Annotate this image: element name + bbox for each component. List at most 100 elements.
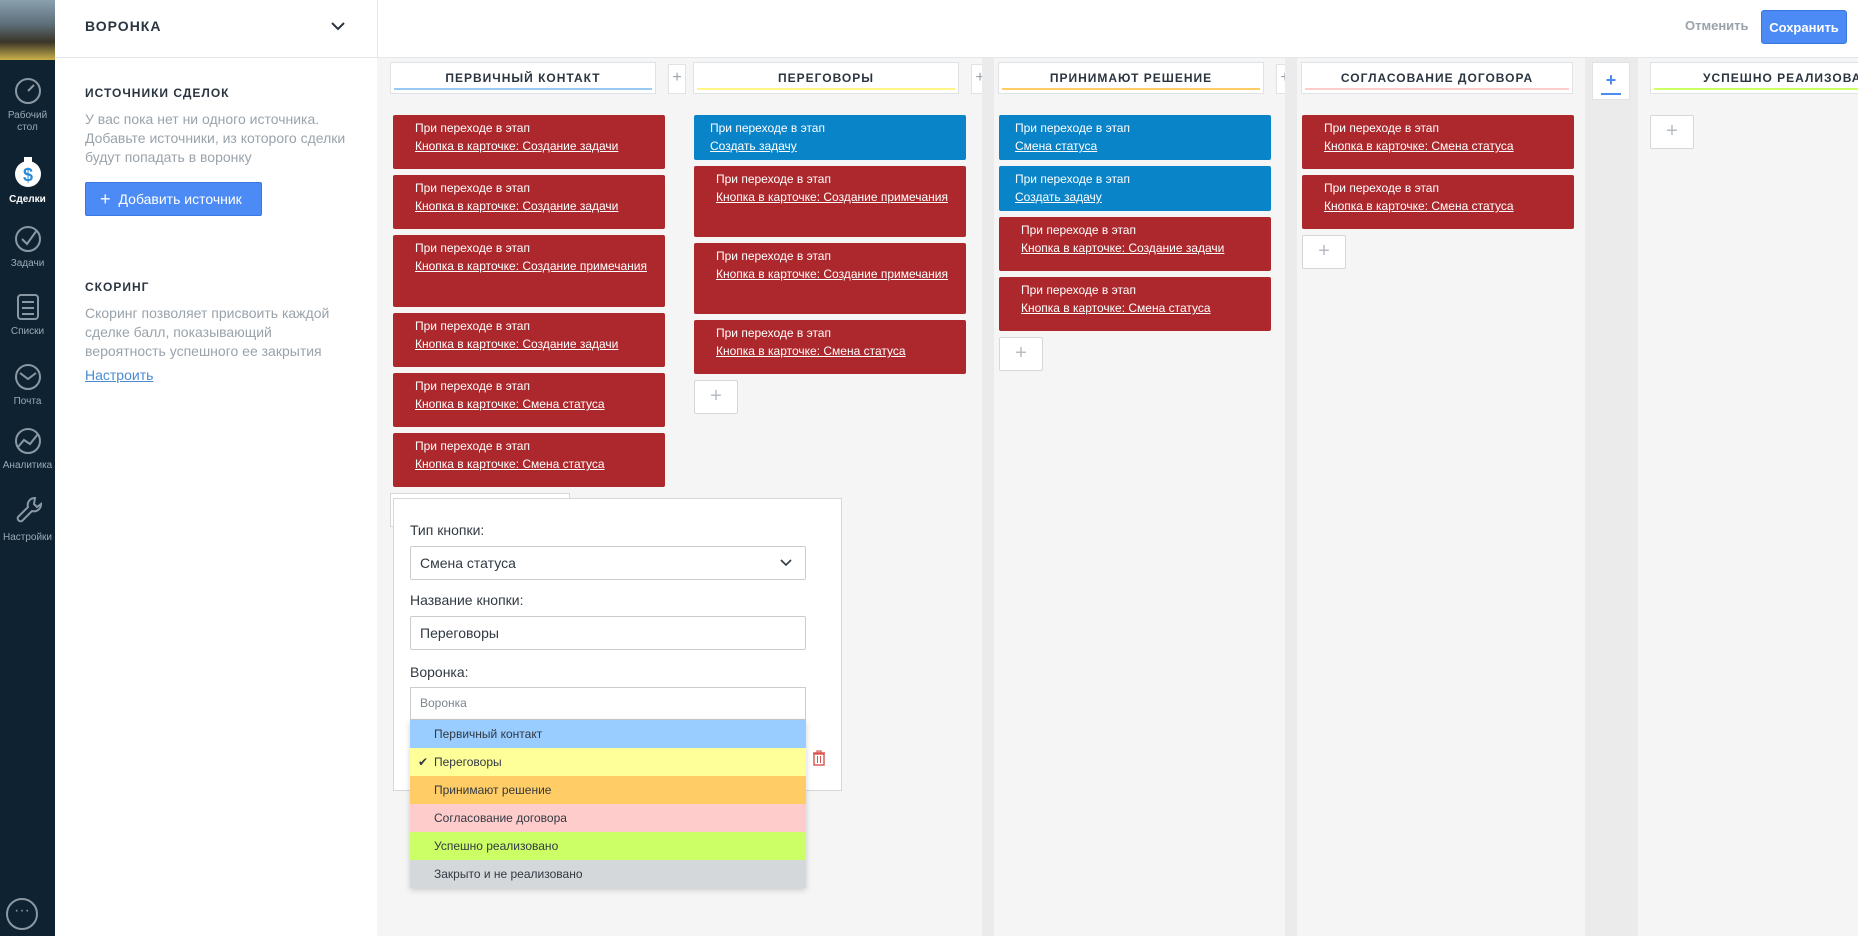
sources-title: ИСТОЧНИКИ СДЕЛОК bbox=[85, 86, 230, 100]
nav-label: Рабочий bbox=[7, 110, 48, 121]
card-link[interactable]: Создать задачу bbox=[1015, 190, 1102, 204]
automation-card[interactable]: При переходе в этап Кнопка в карточке: С… bbox=[1302, 175, 1574, 229]
automation-card[interactable]: При переходе в этап Кнопка в карточке: С… bbox=[1302, 115, 1574, 169]
scoring-setup-link[interactable]: Настроить bbox=[85, 367, 154, 383]
dropdown-option[interactable]: Принимают решение bbox=[410, 776, 806, 804]
card-title: При переходе в этап bbox=[1015, 172, 1130, 186]
dropdown-option-selected[interactable]: ✔ Переговоры bbox=[410, 748, 806, 776]
nav-label: Сделки bbox=[9, 194, 46, 205]
card-link[interactable]: Смена статуса bbox=[1015, 139, 1098, 153]
add-source-button[interactable]: + Добавить источник bbox=[85, 182, 262, 216]
dropdown-option[interactable]: Первичный контакт bbox=[410, 720, 806, 748]
card-title: При переходе в этап bbox=[1324, 121, 1439, 135]
button-name-value: Переговоры bbox=[420, 625, 499, 641]
automation-card[interactable]: При переходе в этап Кнопка в карточке: С… bbox=[393, 373, 665, 427]
automation-card[interactable]: При переходе в этап Кнопка в карточке: С… bbox=[393, 235, 665, 307]
automation-card[interactable]: При переходе в этап Смена статуса bbox=[999, 115, 1271, 160]
chat-icon[interactable]: ··· bbox=[6, 898, 38, 930]
divider bbox=[377, 0, 378, 58]
trash-icon[interactable] bbox=[812, 750, 826, 766]
button-type-value: Смена статуса bbox=[420, 555, 516, 571]
automation-card[interactable]: При переходе в этап Создать задачу bbox=[694, 115, 966, 160]
stage-header-negotiations[interactable]: ПЕРЕГОВОРЫ bbox=[693, 62, 959, 94]
stage-color-line bbox=[1305, 88, 1569, 90]
card-title: При переходе в этап bbox=[710, 121, 825, 135]
stage-header-primary-contact[interactable]: ПЕРВИЧНЫЙ КОНТАКТ bbox=[390, 62, 656, 94]
chevron-down-icon[interactable] bbox=[330, 16, 346, 36]
card-link[interactable]: Кнопка в карточке: Смена статуса bbox=[716, 344, 906, 358]
button-name-label: Название кнопки: bbox=[410, 592, 524, 608]
automation-card[interactable]: При переходе в этап Кнопка в карточке: С… bbox=[694, 320, 966, 374]
card-link[interactable]: Кнопка в карточке: Смена статуса bbox=[1021, 301, 1211, 315]
cancel-button[interactable]: Отменить bbox=[1685, 18, 1749, 33]
card-title: При переходе в этап bbox=[1021, 283, 1136, 297]
nav-label: Аналитика bbox=[2, 460, 53, 471]
nav-item-lists[interactable]: Списки bbox=[0, 292, 55, 338]
stage-title: ПРИНИМАЮТ РЕШЕНИЕ bbox=[1049, 71, 1213, 85]
nav-item-analytics[interactable]: Аналитика bbox=[0, 426, 55, 472]
card-link[interactable]: Кнопка в карточке: Создание задачи bbox=[415, 337, 619, 351]
pipeline-settings-panel: ИСТОЧНИКИ СДЕЛОК У вас пока нет ни одног… bbox=[55, 58, 377, 936]
dropdown-option[interactable]: Согласование договора bbox=[410, 804, 806, 832]
automation-card[interactable]: При переходе в этап Кнопка в карточке: С… bbox=[393, 313, 665, 367]
nav-label: Задачи bbox=[10, 258, 45, 269]
button-name-input[interactable]: Переговоры bbox=[410, 616, 806, 650]
card-link[interactable]: Кнопка в карточке: Смена статуса bbox=[1324, 199, 1514, 213]
add-stage-button[interactable]: + bbox=[668, 64, 686, 94]
nav-item-dashboard[interactable]: Рабочий стол bbox=[0, 76, 55, 134]
nav-item-settings[interactable]: Настройки bbox=[0, 494, 55, 544]
pipeline-board: ПЕРВИЧНЫЙ КОНТАКТ + При переходе в этап … bbox=[377, 58, 1858, 936]
pipeline-name[interactable]: ВОРОНКА bbox=[85, 18, 162, 34]
button-type-select[interactable]: Смена статуса bbox=[410, 546, 806, 580]
option-label: Закрыто и не реализовано bbox=[434, 867, 583, 881]
option-label: Согласование договора bbox=[434, 811, 567, 825]
automation-card[interactable]: При переходе в этап Кнопка в карточке: С… bbox=[999, 277, 1271, 331]
card-link[interactable]: Кнопка в карточке: Создание задачи bbox=[1021, 241, 1225, 255]
add-automation-button[interactable]: + bbox=[1650, 115, 1694, 149]
stage-color-line bbox=[1654, 88, 1858, 90]
card-link[interactable]: Кнопка в карточке: Смена статуса bbox=[415, 397, 605, 411]
stage-header-contract[interactable]: СОГЛАСОВАНИЕ ДОГОВОРА bbox=[1301, 62, 1573, 94]
automation-card[interactable]: При переходе в этап Кнопка в карточке: С… bbox=[694, 166, 966, 237]
card-link[interactable]: Кнопка в карточке: Создание примечания bbox=[415, 259, 647, 273]
automation-card[interactable]: При переходе в этап Создать задачу bbox=[999, 166, 1271, 211]
automation-card[interactable]: При переходе в этап Кнопка в карточке: С… bbox=[999, 217, 1271, 271]
save-button[interactable]: Сохранить bbox=[1761, 10, 1847, 44]
card-link[interactable]: Кнопка в карточке: Смена статуса bbox=[415, 457, 605, 471]
speedometer-icon bbox=[14, 78, 41, 104]
card-link[interactable]: Кнопка в карточке: Создание примечания bbox=[716, 190, 948, 204]
chevron-down-icon bbox=[780, 559, 792, 567]
add-automation-button[interactable]: + bbox=[694, 380, 738, 414]
analytics-icon bbox=[14, 428, 41, 454]
dropdown-option[interactable]: Успешно реализовано bbox=[410, 832, 806, 860]
nav-item-deals[interactable]: $ Сделки bbox=[0, 156, 55, 206]
card-link[interactable]: Создать задачу bbox=[710, 139, 797, 153]
active-line bbox=[1601, 93, 1621, 95]
add-automation-button[interactable]: + bbox=[999, 337, 1043, 371]
option-label: Переговоры bbox=[434, 755, 502, 769]
dropdown-option[interactable]: Закрыто и не реализовано bbox=[410, 860, 806, 888]
add-automation-button[interactable]: + bbox=[1302, 235, 1346, 269]
automation-card[interactable]: При переходе в этап Кнопка в карточке: С… bbox=[393, 175, 665, 229]
stage-header-decision[interactable]: ПРИНИМАЮТ РЕШЕНИЕ bbox=[998, 62, 1264, 94]
top-bar: ВОРОНКА Отменить Сохранить bbox=[55, 0, 1858, 58]
column-gap bbox=[1285, 58, 1297, 936]
card-link[interactable]: Кнопка в карточке: Создание задачи bbox=[415, 139, 619, 153]
add-stage-button[interactable]: + bbox=[1592, 62, 1630, 100]
automation-card[interactable]: При переходе в этап Кнопка в карточке: С… bbox=[393, 115, 665, 169]
pipeline-search-input[interactable]: Воронка bbox=[410, 687, 806, 720]
stage-color-line bbox=[697, 88, 955, 90]
card-link[interactable]: Кнопка в карточке: Создание примечания bbox=[716, 267, 948, 281]
card-link[interactable]: Кнопка в карточке: Создание задачи bbox=[415, 199, 619, 213]
card-link[interactable]: Кнопка в карточке: Смена статуса bbox=[1324, 139, 1514, 153]
automation-card[interactable]: При переходе в этап Кнопка в карточке: С… bbox=[393, 433, 665, 487]
option-label: Первичный контакт bbox=[434, 727, 543, 741]
stage-title: СОГЛАСОВАНИЕ ДОГОВОРА bbox=[1340, 71, 1534, 85]
pipeline-label: Воронка: bbox=[410, 664, 469, 680]
stage-header-won[interactable]: УСПЕШНО РЕАЛИЗОВАНО bbox=[1650, 62, 1858, 94]
automation-card[interactable]: При переходе в этап Кнопка в карточке: С… bbox=[694, 243, 966, 314]
column-gap bbox=[1585, 58, 1638, 936]
nav-item-tasks[interactable]: Задачи bbox=[0, 224, 55, 270]
nav-item-mail[interactable]: Почта bbox=[0, 362, 55, 408]
account-avatar[interactable] bbox=[0, 0, 55, 60]
